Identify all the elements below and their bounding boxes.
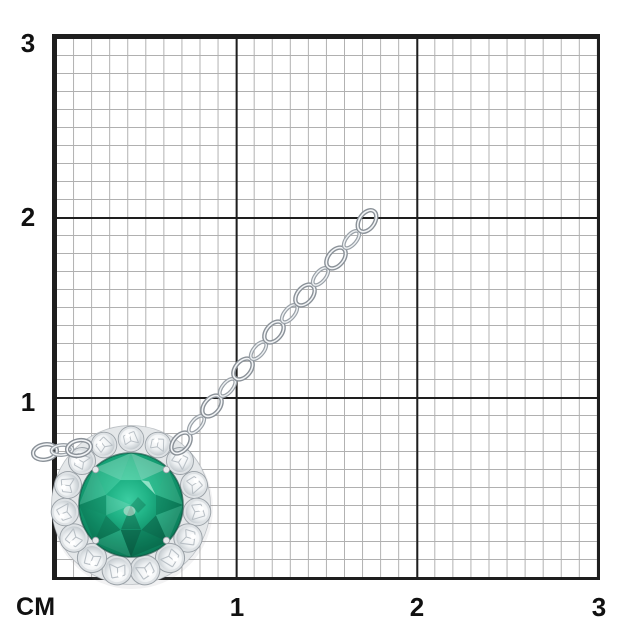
- x-axis-tick-1: 1: [229, 592, 245, 622]
- y-axis-tick-2: 2: [20, 202, 36, 232]
- measurement-grid: [52, 34, 600, 580]
- unit-label: СМ: [16, 593, 56, 621]
- x-axis-tick-2: 2: [409, 592, 425, 622]
- y-axis-tick-1: 1: [20, 387, 36, 417]
- x-axis-tick-3: 3: [591, 592, 607, 622]
- y-axis-tick-3: 3: [20, 28, 36, 58]
